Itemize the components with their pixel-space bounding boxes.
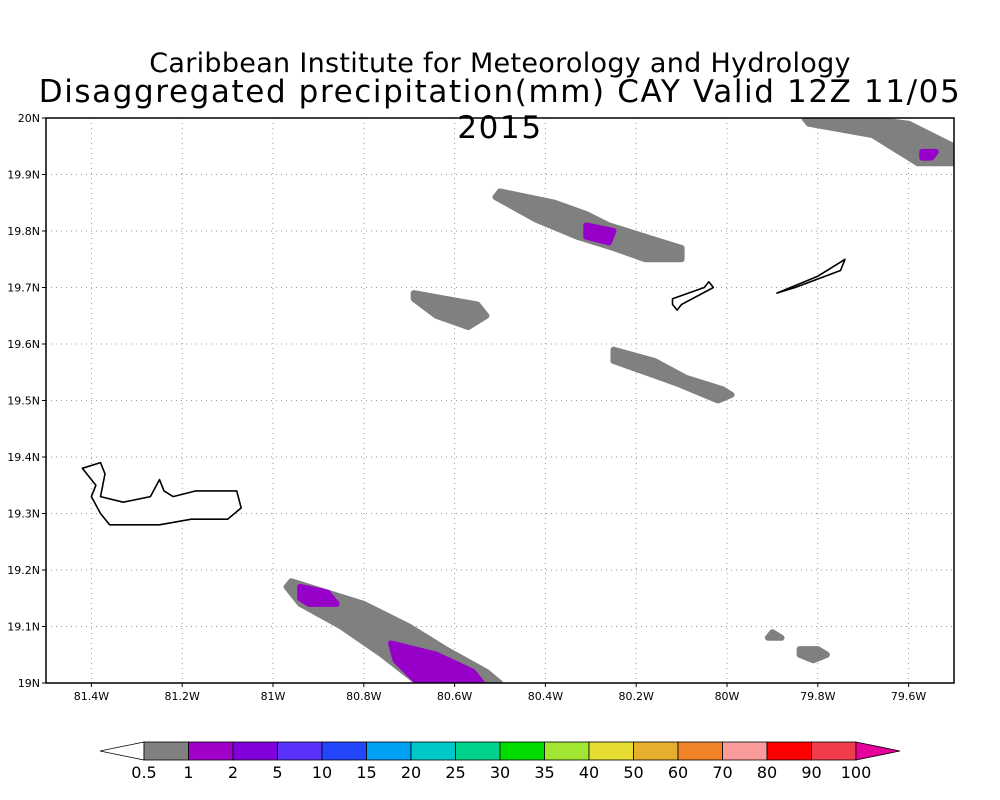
colorbar-label-12: 60 bbox=[668, 763, 688, 782]
colorbar-segment-8 bbox=[455, 741, 501, 761]
precip-area-2 bbox=[410, 290, 490, 331]
precip-area-4 bbox=[801, 118, 954, 167]
x-tick-label-2: 81W bbox=[261, 690, 286, 703]
colorbar-label-16: 100 bbox=[841, 763, 872, 782]
x-tick-label-3: 80.8W bbox=[346, 690, 381, 703]
colorbar-label-2: 2 bbox=[228, 763, 238, 782]
colorbar-segment-5 bbox=[321, 741, 367, 761]
precip-area-5 bbox=[919, 148, 939, 161]
colorbar-label-3: 5 bbox=[272, 763, 282, 782]
colorbar-label-0: 0.5 bbox=[131, 763, 156, 782]
colorbar-segment-4 bbox=[277, 741, 323, 761]
y-tick-label-6: 19.6N bbox=[7, 338, 40, 351]
colorbar: 0.5 1 2 5 10 15 20 25 30 35 40 50 60 70 80 90 100 bbox=[99, 741, 901, 782]
colorbar-segment-13 bbox=[677, 741, 723, 761]
y-tick-label-1: 19.1N bbox=[7, 621, 40, 634]
precip-area-3 bbox=[610, 346, 735, 404]
y-tick-label-4: 19.4N bbox=[7, 451, 40, 464]
precip-area-7 bbox=[297, 583, 340, 607]
x-tick-label-5: 80.4W bbox=[528, 690, 563, 703]
y-tick-label-3: 19.3N bbox=[7, 508, 40, 521]
colorbar-label-10: 40 bbox=[579, 763, 599, 782]
y-tick-label-10: 20N bbox=[18, 112, 40, 125]
precipitation-areas bbox=[283, 118, 954, 683]
coastlines bbox=[81, 258, 846, 526]
colorbar-segment-16 bbox=[811, 741, 857, 761]
colorbar-label-7: 25 bbox=[445, 763, 465, 782]
colorbar-segment-3 bbox=[232, 741, 278, 761]
colorbar-label-13: 70 bbox=[712, 763, 732, 782]
y-tick-label-0: 19N bbox=[18, 677, 40, 690]
colorbar-label-5: 15 bbox=[356, 763, 376, 782]
map-grid bbox=[46, 118, 954, 683]
x-tick-label-4: 80.6W bbox=[437, 690, 472, 703]
colorbar-label-9: 35 bbox=[534, 763, 554, 782]
title-line-1: Caribbean Institute for Meteorology and … bbox=[149, 48, 851, 79]
colorbar-segment-11 bbox=[588, 741, 634, 761]
island-outline-0 bbox=[81, 461, 242, 526]
y-tick-label-9: 19.9N bbox=[7, 169, 40, 182]
colorbar-segment-12 bbox=[633, 741, 679, 761]
x-axis-ticks: 81.4W 81.2W 81W 80.8W 80.6W 80.4W 80.2W 80W 79.8… bbox=[74, 683, 926, 703]
colorbar-segment-0 bbox=[99, 741, 145, 761]
island-outline-1 bbox=[671, 280, 715, 311]
colorbar-segment-9 bbox=[499, 741, 545, 761]
colorbar-label-8: 30 bbox=[490, 763, 510, 782]
y-axis-ticks: 19N 19.1N 19.2N 19.3N 19.4N 19.5N 19.6N 19.7N 19… bbox=[7, 112, 46, 690]
colorbar-label-4: 10 bbox=[312, 763, 332, 782]
colorbar-segment-17 bbox=[855, 741, 901, 761]
island-outline-2 bbox=[776, 258, 846, 294]
x-tick-label-1: 81.2W bbox=[165, 690, 200, 703]
colorbar-segment-10 bbox=[544, 741, 590, 761]
colorbar-segment-1 bbox=[143, 741, 189, 761]
x-tick-label-0: 81.4W bbox=[74, 690, 109, 703]
x-tick-label-9: 79.6W bbox=[891, 690, 926, 703]
colorbar-segment-15 bbox=[766, 741, 812, 761]
colorbar-segment-14 bbox=[722, 741, 768, 761]
x-tick-label-8: 79.8W bbox=[800, 690, 835, 703]
precip-area-1 bbox=[583, 222, 617, 246]
y-tick-label-8: 19.8N bbox=[7, 225, 40, 238]
title-line-2: Disaggregated precipitation(mm) CAY Vali… bbox=[38, 74, 962, 146]
colorbar-label-11: 50 bbox=[623, 763, 643, 782]
precip-area-9 bbox=[764, 629, 785, 641]
y-tick-label-5: 19.5N bbox=[7, 395, 40, 408]
colorbar-label-15: 90 bbox=[801, 763, 821, 782]
x-tick-label-6: 80.2W bbox=[619, 690, 654, 703]
y-tick-label-7: 19.7N bbox=[7, 282, 40, 295]
y-tick-label-2: 19.2N bbox=[7, 564, 40, 577]
colorbar-segment-2 bbox=[188, 741, 234, 761]
colorbar-label-14: 80 bbox=[757, 763, 777, 782]
precip-area-8 bbox=[388, 640, 485, 683]
colorbar-label-1: 1 bbox=[183, 763, 193, 782]
x-tick-label-7: 80W bbox=[715, 690, 740, 703]
precip-area-10 bbox=[796, 646, 830, 664]
colorbar-segment-7 bbox=[410, 741, 456, 761]
colorbar-label-6: 20 bbox=[401, 763, 421, 782]
colorbar-segment-6 bbox=[366, 741, 412, 761]
